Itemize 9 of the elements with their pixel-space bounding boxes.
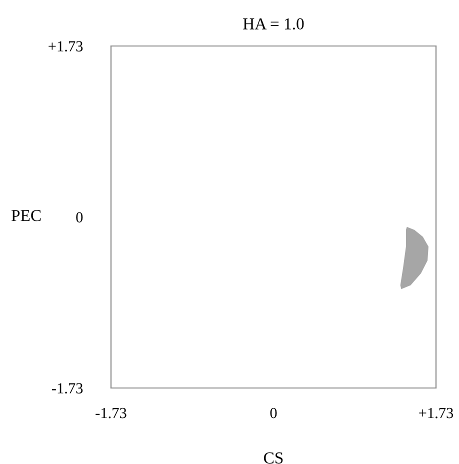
y-tick-label: 0 bbox=[76, 212, 83, 222]
x-axis-title: CS bbox=[264, 452, 283, 464]
y-axis-title: PEC bbox=[11, 210, 41, 222]
x-tick-label: +1.73 bbox=[419, 408, 454, 418]
y-tick-label: -1.73 bbox=[52, 383, 83, 394]
x-tick-label: 0 bbox=[270, 408, 277, 418]
chart-title: HA = 1.0 bbox=[243, 18, 304, 30]
x-tick-label: -1.73 bbox=[96, 408, 126, 418]
y-tick-label: +1.73 bbox=[48, 41, 83, 52]
